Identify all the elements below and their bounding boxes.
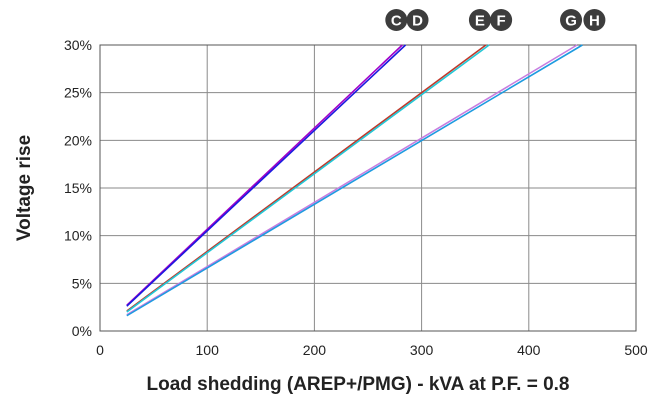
badge-c: C [385, 9, 408, 31]
series-line-h [126, 44, 583, 317]
badge-label: G [565, 13, 577, 30]
x-tick-label: 300 [410, 342, 434, 358]
badge-circle [406, 9, 429, 31]
series-line-e [126, 44, 487, 312]
badge-f: F [490, 9, 513, 31]
x-tick-label: 200 [303, 342, 327, 358]
y-axis-title: Voltage rise [14, 135, 35, 241]
badge-e: E [468, 9, 491, 31]
x-tick-labels: 0 100 200 300 400 500 [96, 342, 648, 358]
y-tick-label: 15% [64, 180, 92, 196]
badge-label: F [497, 13, 506, 30]
y-tick-label: 10% [64, 228, 92, 244]
badge-label: E [475, 13, 485, 30]
series-line-d [126, 44, 407, 307]
x-tick-label: 100 [196, 342, 220, 358]
y-tick-label: 0% [72, 323, 92, 339]
plot-frame [99, 44, 637, 332]
y-tick-label: 20% [64, 132, 92, 148]
y-tick-label: 30% [64, 37, 92, 53]
y-tick-labels: 0% 5% 10% 15% 20% 25% 30% [64, 37, 92, 339]
badge-d: D [406, 9, 429, 31]
badge-circle [560, 9, 583, 31]
badge-h: H [583, 9, 606, 31]
badge-label: C [391, 13, 402, 30]
series-line-g [126, 44, 578, 316]
badge-label: D [412, 13, 423, 30]
badge-circle [385, 9, 408, 31]
x-tick-label: 0 [96, 342, 104, 358]
x-axis-title: Load shedding (AREP+/PMG) - kVA at P.F. … [146, 374, 569, 395]
plot-border [99, 44, 637, 332]
y-tick-label: 5% [72, 275, 92, 291]
series-lines [126, 44, 583, 317]
x-tick-label: 500 [624, 342, 648, 358]
badge-circle [468, 9, 491, 31]
y-tick-label: 25% [64, 85, 92, 101]
series-line-c [126, 44, 403, 306]
x-tick-label: 400 [517, 342, 541, 358]
badge-circle [583, 9, 606, 31]
series-line-f [126, 44, 490, 313]
badge-label: H [589, 13, 600, 30]
badge-circle [490, 9, 513, 31]
badge-g: G [560, 9, 583, 31]
